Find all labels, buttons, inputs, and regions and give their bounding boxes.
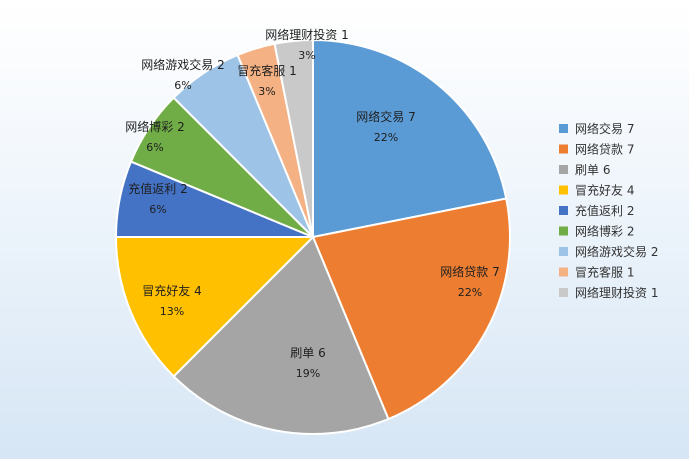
slice-percent: 22% — [458, 286, 482, 299]
legend-swatch — [559, 206, 568, 215]
slice-label: 网络贷款 7 — [440, 264, 499, 279]
legend-label: 网络博彩 2 — [575, 224, 634, 239]
slice-label: 网络理财投资 1 — [265, 27, 348, 42]
pie-slice — [273, 38, 314, 238]
slice-percent: 3% — [258, 85, 275, 98]
legend-swatch — [559, 185, 568, 195]
legend-swatch — [559, 124, 568, 133]
pie-slices — [114, 38, 511, 435]
slice-label: 网络游戏交易 2 — [141, 57, 224, 72]
slice-percent: 22% — [374, 131, 398, 144]
slice-label: 冒充好友 4 — [142, 283, 201, 298]
slice-percent: 6% — [174, 79, 191, 92]
slice-label: 冒充客服 1 — [237, 63, 296, 78]
legend-swatch — [559, 165, 568, 174]
pie-slice — [311, 197, 511, 421]
legend-swatch — [559, 247, 568, 256]
legend-label: 网络游戏交易 2 — [575, 244, 658, 259]
legend: 网络交易 7 网络贷款 7 刷单 6 冒充好友 4 充值返利 2 网络博彩 2 网络游戏交易… — [559, 121, 658, 300]
slice-percent: 3% — [298, 49, 315, 62]
slice-percent: 6% — [146, 141, 163, 154]
slice-percent: 6% — [149, 203, 166, 216]
legend-swatch — [559, 288, 568, 297]
pie-slice — [114, 236, 316, 378]
slice-label: 刷单 6 — [290, 346, 325, 360]
legend-swatch — [559, 144, 568, 154]
legend-label: 冒充客服 1 — [575, 265, 634, 280]
pie-labels: 网络交易 7 22% 网络贷款 7 22% 刷单 6 19% 冒充好友 4 13% 充值返利 2… — [125, 27, 499, 380]
legend-label: 网络交易 7 — [575, 121, 634, 136]
slice-percent: 19% — [296, 367, 320, 380]
legend-label: 刷单 6 — [575, 163, 610, 177]
pie-slice — [172, 235, 390, 435]
pie-slice — [312, 38, 508, 239]
slice-label: 网络交易 7 — [356, 109, 415, 124]
slice-label: 网络博彩 2 — [125, 119, 184, 134]
legend-label: 冒充好友 4 — [575, 183, 634, 198]
legend-label: 充值返利 2 — [575, 203, 634, 218]
legend-swatch — [559, 226, 568, 236]
legend-label: 网络理财投资 1 — [575, 285, 658, 300]
legend-swatch — [559, 267, 568, 277]
slice-percent: 13% — [160, 305, 184, 318]
slice-label: 充值返利 2 — [128, 181, 187, 196]
legend-label: 网络贷款 7 — [575, 142, 634, 157]
